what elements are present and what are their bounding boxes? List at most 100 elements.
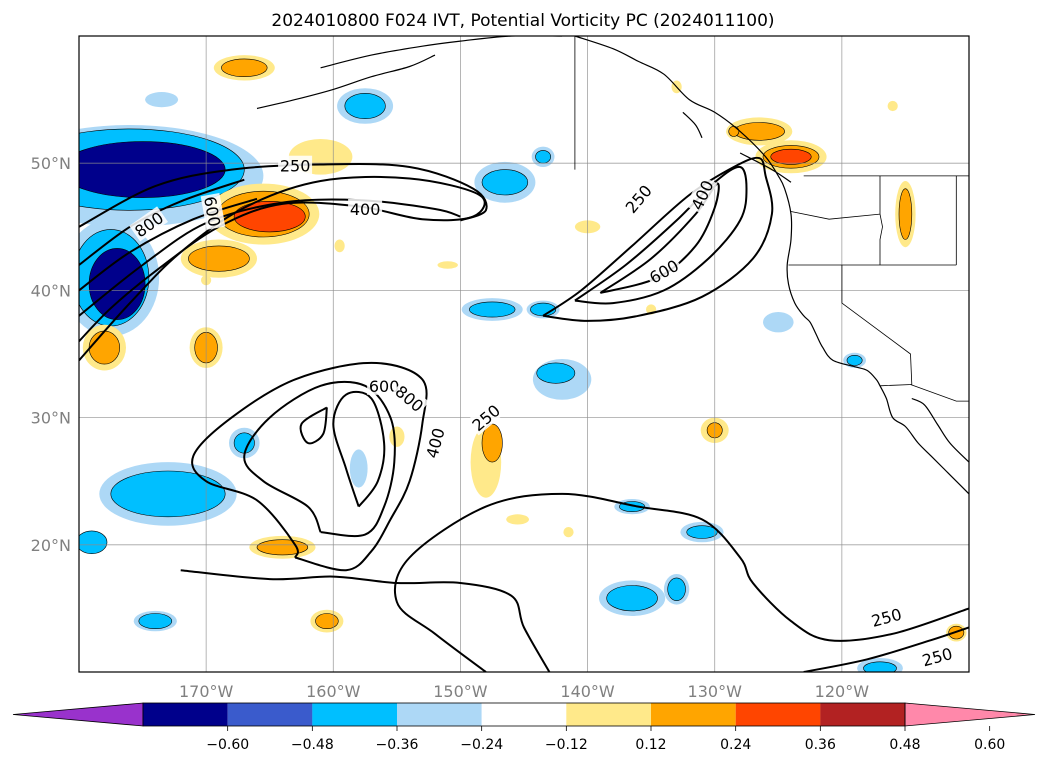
colorbar-tick-label: 0.48 (889, 737, 920, 753)
pv-shade-cell (733, 122, 785, 141)
lon-tick-label: 130°W (688, 682, 743, 701)
colorbar-bin (227, 703, 313, 726)
contour-label-bg (348, 199, 383, 218)
colorbar-bin (312, 703, 397, 726)
pv-shade-cell (344, 93, 386, 120)
pv-shade-cell (256, 539, 309, 556)
pv-shade-cell (606, 585, 658, 612)
contour-label-bg (685, 175, 718, 215)
pv-shade-cell (536, 362, 576, 384)
coastline (256, 54, 436, 110)
colorbar-frame (142, 702, 906, 727)
contour-label-bg (867, 603, 906, 631)
ivt-contour-800 (332, 390, 386, 508)
pv-shade-cell (389, 426, 405, 447)
pv-shade-cell (138, 613, 173, 629)
ivt-contour-400 (191, 361, 428, 572)
colorbar-tick-label: 0.24 (720, 737, 751, 753)
colorbar-tick-label: 0.12 (635, 737, 666, 753)
pv-shade-cell (667, 577, 686, 601)
pv-shade-cell (563, 527, 574, 538)
colorbar-bin (143, 703, 228, 726)
coastline (739, 152, 792, 183)
lon-tick-label: 140°W (560, 682, 615, 701)
coastline (682, 111, 703, 139)
pv-shade-cell (334, 239, 345, 253)
state-border (841, 265, 913, 387)
pv-shade-cell (221, 58, 268, 78)
contour-label-bg (619, 179, 657, 218)
ivt-contour-250 (542, 156, 774, 322)
ivt-contour-600 (243, 380, 396, 538)
colorbar-tick-label: −0.48 (291, 737, 334, 753)
pv-shade-cell (535, 150, 551, 164)
contour-label-bg (367, 375, 402, 395)
contour-label-bg (200, 193, 226, 230)
ivt-contour-600 (79, 197, 258, 292)
contour-label-bg (918, 642, 956, 670)
contour-label: 400 (350, 200, 381, 219)
pv-shade-cell (110, 470, 226, 518)
longitude-ticks: 170°W 160°W 150°W 140°W 130°W 120°W (179, 682, 869, 701)
ivt-contour-800 (299, 406, 328, 445)
pv-shade-cell (481, 169, 529, 196)
contour-label: 250 (280, 157, 311, 176)
colorbar-tick-label: −0.24 (460, 737, 503, 753)
coastline (911, 397, 969, 463)
pv-shade-cell (770, 148, 812, 165)
gridlines (79, 36, 969, 672)
pv-shade-cell (437, 261, 458, 269)
coastline (574, 36, 969, 495)
contour-label-bg (278, 155, 313, 175)
pv-shade-cell (188, 245, 250, 272)
pv-shade-cell (79, 141, 226, 198)
lat-tick-label: 20°N (31, 536, 71, 555)
colorbar-tick-label: −0.60 (206, 737, 249, 753)
colorbar-bin (651, 703, 736, 726)
pv-shade-cell (763, 312, 794, 333)
colorbar-tick-label: −0.12 (545, 737, 588, 753)
pv-shade-cell (233, 432, 255, 454)
ivt-contour-400 (79, 198, 461, 317)
contour-label-bg (129, 206, 168, 242)
colorbar: −0.60 −0.48 −0.36 −0.24 −0.12 0.12 0.24 0.36 0.4… (12, 702, 1036, 753)
ivt-contour-250 (803, 626, 969, 672)
lon-tick-label: 150°W (433, 682, 488, 701)
pv-shade-cell (846, 354, 863, 366)
pv-shade-cell (469, 301, 516, 318)
pv-shade-cell (349, 449, 368, 488)
pv-shade-cell (145, 92, 179, 108)
ivt-contour-250 (393, 492, 969, 672)
ivt-contours (79, 156, 969, 672)
ivt-contour-250 (180, 569, 551, 672)
state-border (910, 384, 969, 402)
colorbar-bin (735, 703, 821, 726)
state-border (790, 211, 881, 220)
lat-tick-label: 30°N (31, 409, 71, 428)
map-frame (78, 35, 970, 673)
ivt-contour-250 (79, 163, 488, 228)
contour-label-bg (466, 399, 505, 436)
pv-shade-cell (728, 125, 740, 137)
lat-tick-label: 40°N (31, 281, 71, 300)
contour-label-bg (420, 423, 449, 462)
state-border (879, 175, 883, 265)
political-borders (574, 36, 969, 402)
colorbar-bin (566, 703, 651, 726)
lon-tick-label: 120°W (815, 682, 870, 701)
contour-label-bg (644, 254, 684, 288)
contour-label-group: 600 (200, 193, 226, 230)
contour-label-bg (390, 379, 430, 417)
colorbar-bin (820, 703, 905, 726)
colorbar-tick-label: 0.36 (805, 737, 836, 753)
coastline (320, 36, 563, 69)
lat-tick-label: 50°N (31, 154, 71, 173)
lon-tick-label: 170°W (179, 682, 234, 701)
pv-shade-cell (686, 525, 718, 539)
chart-title: 2024010800 F024 IVT, Potential Vorticity… (271, 11, 774, 31)
pv-shade-cell (88, 330, 120, 365)
latitude-ticks: 20°N 30°N 40°N 50°N (31, 154, 71, 555)
